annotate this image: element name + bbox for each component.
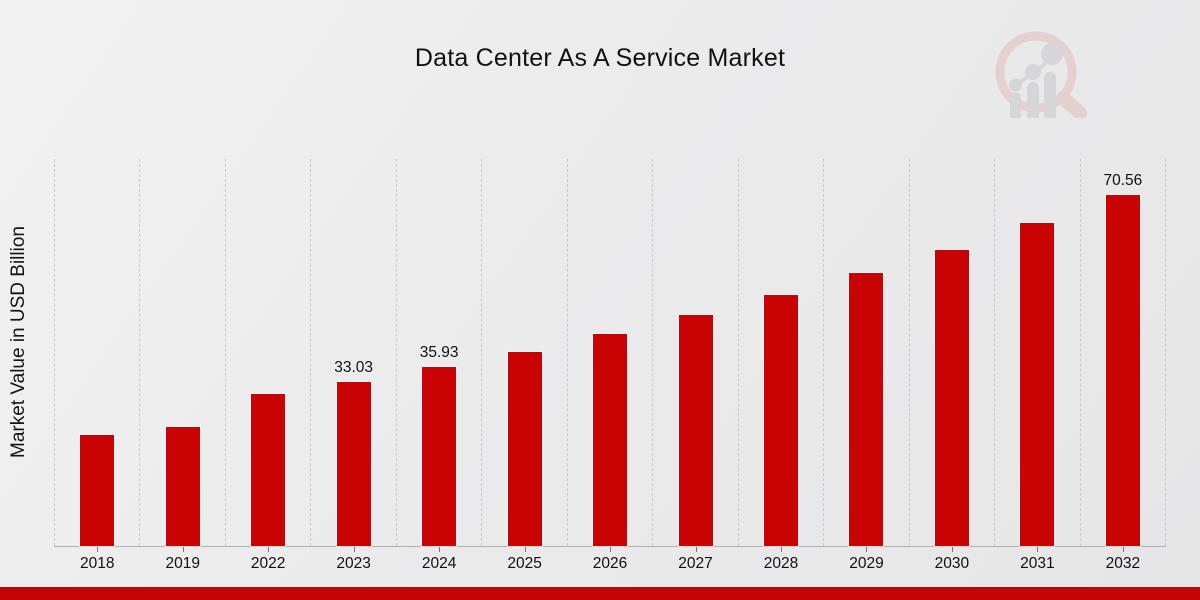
x-tick-label: 2027 — [678, 555, 713, 572]
bar — [678, 315, 713, 546]
axis-tick — [1037, 547, 1039, 552]
chart-title: Data Center As A Service Market — [414, 44, 786, 72]
axis-tick — [866, 547, 868, 552]
bar-slot: 2028 — [737, 159, 823, 572]
axis-tick — [780, 547, 782, 552]
x-tick-label: 2019 — [165, 555, 200, 572]
bar — [849, 273, 884, 546]
bar — [1105, 195, 1140, 546]
x-tick-label: 2029 — [849, 555, 884, 572]
bar — [763, 295, 798, 546]
x-tick-label: 2031 — [1020, 555, 1055, 572]
bar-slot: 2031 — [994, 159, 1079, 572]
x-tick-label: 2026 — [592, 555, 628, 572]
bar-slot: 2029 — [823, 159, 908, 572]
bar-slot: 2026 — [566, 159, 652, 572]
bar — [1020, 223, 1055, 546]
axis-tick — [610, 547, 612, 552]
bar-value-label: 33.03 — [334, 359, 374, 376]
bar — [422, 367, 457, 546]
y-axis-label: Market Value in USD Billion — [8, 226, 29, 458]
bar-value-label: 35.93 — [419, 344, 459, 361]
x-axis-line: 2018 2019 2022 33.03 2023 35.93 2024 202… — [54, 159, 1167, 572]
bar-slot: 2018 — [54, 159, 139, 572]
axis-tick — [439, 547, 441, 552]
bar — [80, 435, 115, 546]
axis-tick — [695, 547, 697, 552]
bar-slot: 2030 — [908, 159, 994, 572]
axis-tick — [1122, 547, 1124, 552]
bar — [507, 352, 542, 546]
bar-slot: 2027 — [652, 159, 737, 572]
bar — [165, 427, 200, 546]
x-tick-label: 2018 — [79, 555, 115, 572]
axis-tick — [951, 547, 953, 552]
bar — [593, 334, 628, 546]
x-tick-label: 2025 — [507, 555, 542, 572]
x-tick-label: 2024 — [421, 555, 457, 572]
x-tick-label: 2030 — [934, 555, 970, 572]
bar — [251, 394, 286, 546]
x-tick-label: 2032 — [1105, 555, 1141, 572]
x-tick-label: 2023 — [336, 555, 371, 572]
bar-value-label: 70.56 — [1103, 172, 1143, 189]
axis-tick — [524, 547, 526, 552]
footer-accent-band — [0, 587, 1200, 600]
x-tick-label: 2022 — [250, 555, 286, 572]
plot-area: 2018 2019 2022 33.03 2023 35.93 2024 202… — [54, 159, 1167, 572]
axis-tick — [268, 547, 270, 552]
bar-slot: 70.56 2032 — [1079, 159, 1167, 572]
bar-slot: 2025 — [481, 159, 566, 572]
bar — [336, 382, 371, 546]
bar-slot: 2019 — [139, 159, 224, 572]
bar-slot: 33.03 2023 — [310, 159, 395, 572]
bar-slot: 35.93 2024 — [395, 159, 481, 572]
axis-tick — [353, 547, 355, 552]
bar-slot: 2022 — [224, 159, 310, 572]
bar — [934, 250, 969, 546]
x-tick-label: 2028 — [763, 555, 799, 572]
axis-tick — [182, 547, 184, 552]
axis-tick — [97, 547, 99, 552]
magnifier-bar-chart-logo-icon — [995, 31, 1087, 118]
